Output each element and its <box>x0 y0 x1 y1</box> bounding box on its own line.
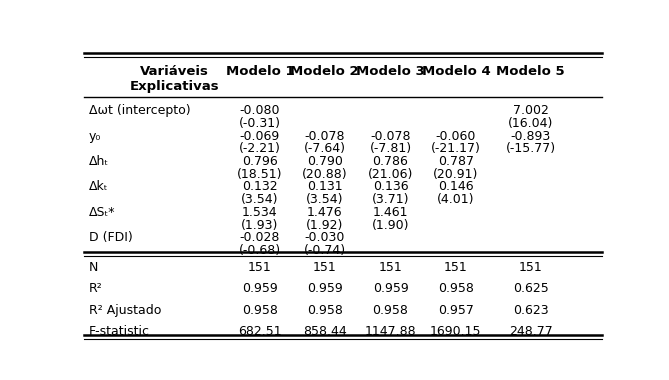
Text: Δkₜ: Δkₜ <box>89 180 108 193</box>
Text: -0.078: -0.078 <box>304 130 345 142</box>
Text: 7.002: 7.002 <box>512 104 549 117</box>
Text: -0.080: -0.080 <box>240 104 280 117</box>
Text: Modelo 3: Modelo 3 <box>356 65 425 78</box>
Text: 0.959: 0.959 <box>307 282 343 295</box>
Text: 0.796: 0.796 <box>242 155 278 168</box>
Text: 0.790: 0.790 <box>307 155 343 168</box>
Text: 151: 151 <box>518 261 543 274</box>
Text: (-7.64): (-7.64) <box>304 142 346 155</box>
Text: (1.90): (1.90) <box>372 219 409 232</box>
Text: y₀: y₀ <box>89 130 101 142</box>
Text: (16.04): (16.04) <box>508 117 553 130</box>
Text: Δωt (intercepto): Δωt (intercepto) <box>89 104 191 117</box>
Text: Modelo 2: Modelo 2 <box>290 65 359 78</box>
Text: (1.93): (1.93) <box>242 219 278 232</box>
Text: 0.786: 0.786 <box>373 155 409 168</box>
Text: (-0.74): (-0.74) <box>304 244 346 257</box>
Text: R²: R² <box>89 282 102 295</box>
Text: 1147.88: 1147.88 <box>365 325 416 338</box>
Text: -0.069: -0.069 <box>240 130 280 142</box>
Text: 1.476: 1.476 <box>307 206 343 219</box>
Text: 0.625: 0.625 <box>512 282 549 295</box>
Text: 0.787: 0.787 <box>438 155 474 168</box>
Text: 682.51: 682.51 <box>238 325 282 338</box>
Text: (3.54): (3.54) <box>306 193 343 206</box>
Text: (-7.81): (-7.81) <box>369 142 411 155</box>
Text: ΔSₜ*: ΔSₜ* <box>89 206 115 219</box>
Text: 0.136: 0.136 <box>373 180 408 193</box>
Text: 151: 151 <box>313 261 337 274</box>
Text: 151: 151 <box>444 261 468 274</box>
Text: (-2.21): (-2.21) <box>239 142 281 155</box>
Text: (4.01): (4.01) <box>437 193 474 206</box>
Text: -0.030: -0.030 <box>304 231 345 244</box>
Text: Variáveis
Explicativas: Variáveis Explicativas <box>130 65 219 93</box>
Text: -0.893: -0.893 <box>510 130 551 142</box>
Text: (20.88): (20.88) <box>302 168 347 181</box>
Text: -0.078: -0.078 <box>371 130 411 142</box>
Text: 0.957: 0.957 <box>438 304 474 317</box>
Text: 0.959: 0.959 <box>373 282 409 295</box>
Text: Δhₜ: Δhₜ <box>89 155 109 168</box>
Text: 0.958: 0.958 <box>438 282 474 295</box>
Text: (1.92): (1.92) <box>306 219 343 232</box>
Text: Modelo 4: Modelo 4 <box>421 65 490 78</box>
Text: 1.534: 1.534 <box>242 206 278 219</box>
Text: (20.91): (20.91) <box>434 168 478 181</box>
Text: (-0.68): (-0.68) <box>239 244 281 257</box>
Text: 248.77: 248.77 <box>508 325 553 338</box>
Text: 1.461: 1.461 <box>373 206 408 219</box>
Text: (3.54): (3.54) <box>241 193 279 206</box>
Text: 0.623: 0.623 <box>512 304 549 317</box>
Text: 0.958: 0.958 <box>307 304 343 317</box>
Text: 0.131: 0.131 <box>307 180 343 193</box>
Text: (18.51): (18.51) <box>237 168 283 181</box>
Text: 0.132: 0.132 <box>242 180 278 193</box>
Text: N: N <box>89 261 98 274</box>
Text: 151: 151 <box>248 261 272 274</box>
Text: 0.959: 0.959 <box>242 282 278 295</box>
Text: F-statistic: F-statistic <box>89 325 150 338</box>
Text: 0.146: 0.146 <box>438 180 474 193</box>
Text: (-15.77): (-15.77) <box>506 142 556 155</box>
Text: D (FDI): D (FDI) <box>89 231 132 244</box>
Text: -0.028: -0.028 <box>240 231 280 244</box>
Text: R² Ajustado: R² Ajustado <box>89 304 161 317</box>
Text: (-0.31): (-0.31) <box>239 117 281 130</box>
Text: (3.71): (3.71) <box>372 193 409 206</box>
Text: 1690.15: 1690.15 <box>430 325 482 338</box>
Text: Modelo 5: Modelo 5 <box>496 65 565 78</box>
Text: (21.06): (21.06) <box>368 168 413 181</box>
Text: -0.060: -0.060 <box>436 130 476 142</box>
Text: 0.958: 0.958 <box>373 304 409 317</box>
Text: 0.958: 0.958 <box>242 304 278 317</box>
Text: Modelo 1: Modelo 1 <box>225 65 294 78</box>
Text: 151: 151 <box>379 261 403 274</box>
Text: (-21.17): (-21.17) <box>431 142 481 155</box>
Text: 858.44: 858.44 <box>303 325 347 338</box>
